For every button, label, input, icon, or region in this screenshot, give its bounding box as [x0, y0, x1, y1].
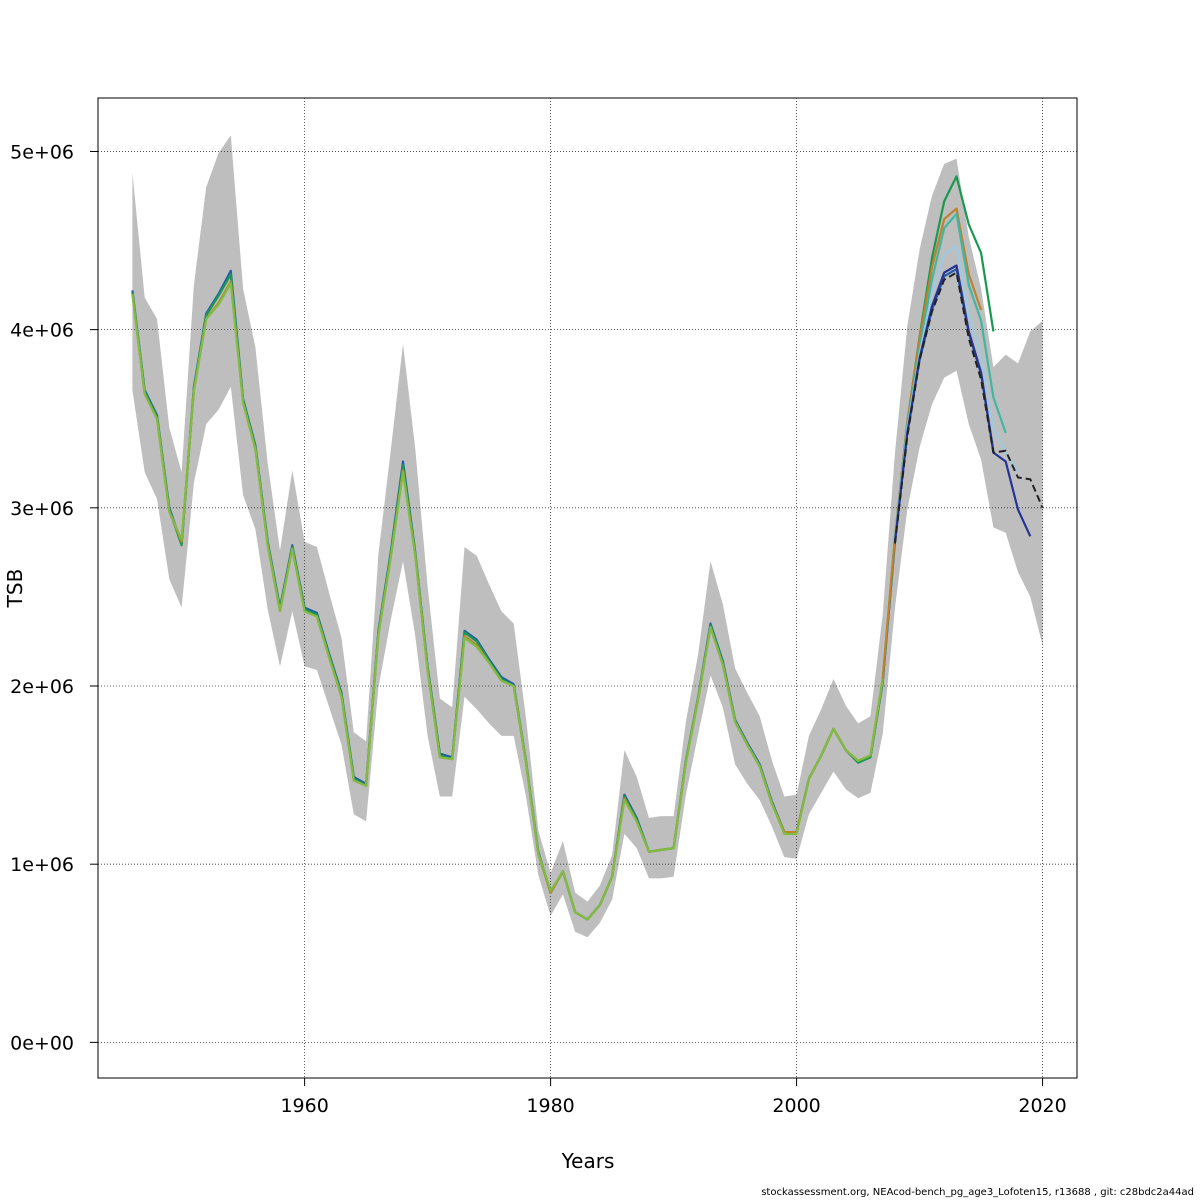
x-tick-label-2: 2000	[772, 1095, 820, 1117]
y-tick-label-4: 4e+06	[10, 320, 74, 342]
y-tick-label-3: 3e+06	[10, 498, 74, 520]
series-line-2	[131, 207, 983, 921]
axis-layer: 1960 1980 2000 2020 0e+00 1e+06 2e+06 3e+06 4e+0…	[10, 141, 1067, 1117]
x-tick-label-0: 1960	[280, 1095, 328, 1117]
confidence-band-layer	[132, 135, 1043, 938]
grid-layer	[98, 98, 1077, 1078]
y-tick-label-5: 5e+06	[10, 141, 74, 163]
series-line-7	[894, 271, 1044, 544]
series-line-0	[131, 268, 995, 921]
y-tick-label-1: 1e+06	[10, 854, 74, 876]
x-tick-label-3: 2020	[1018, 1095, 1066, 1117]
x-tick-label-1: 1980	[526, 1095, 574, 1117]
y-tick-label-2: 2e+06	[10, 676, 74, 698]
series-layer	[131, 175, 1044, 921]
confidence-band	[132, 135, 1043, 938]
x-axis-label: Years	[561, 1149, 615, 1173]
series-line-5	[893, 264, 1032, 542]
y-axis-label: TSB	[3, 569, 27, 609]
plot-frame	[97, 97, 1078, 1079]
footer-credit: stockassessment.org, NEAcod-bench_pg_age…	[761, 1187, 1194, 1198]
y-tick-label-0: 0e+00	[10, 1032, 74, 1054]
series-line-6	[131, 282, 884, 921]
